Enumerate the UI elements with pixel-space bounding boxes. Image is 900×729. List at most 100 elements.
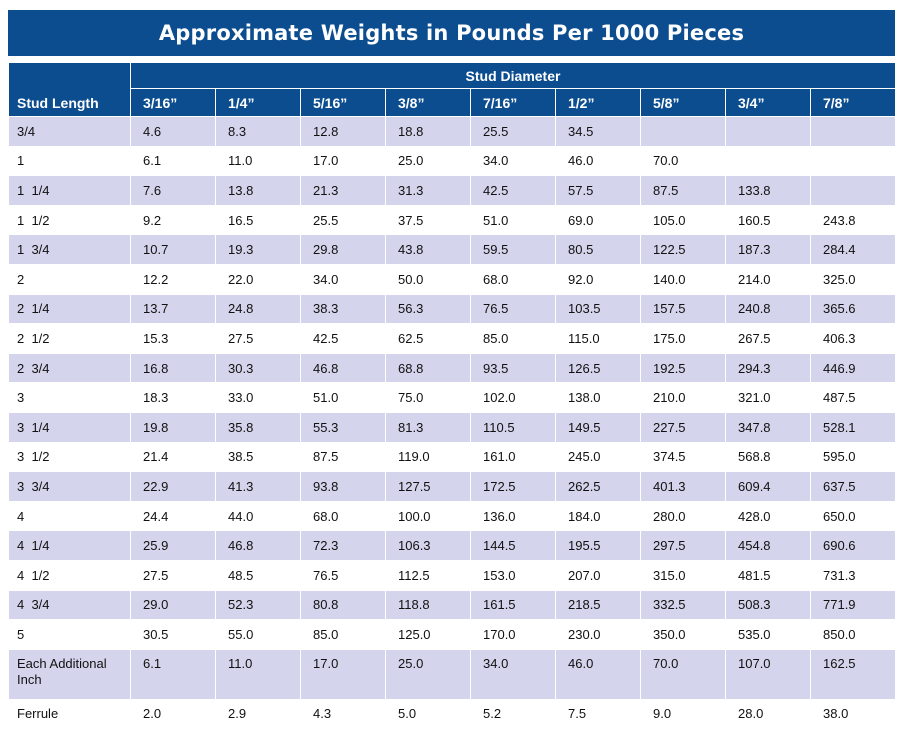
weight-cell: 68.0 <box>470 263 556 295</box>
weight-cell: 25.0 <box>385 648 471 700</box>
weight-cell: 21.3 <box>300 175 386 206</box>
weight-cell: 11.0 <box>215 648 301 700</box>
weight-cell: 72.3 <box>300 530 386 561</box>
stud-length-cell: 1 <box>8 145 131 177</box>
weight-cell: 16.8 <box>130 352 216 384</box>
weight-cell: 161.5 <box>470 589 556 621</box>
weight-cell: 162.5 <box>809 648 897 700</box>
weight-cell: 85.0 <box>470 323 556 354</box>
weight-cell: 4.3 <box>300 698 386 729</box>
stud-length-cell: 3/4 <box>8 116 131 147</box>
table-row: 2 1/2 15.3 27.5 42.5 62.5 85.0 115.0 175.0 267.5… <box>8 323 897 354</box>
table-row: 3/4 4.6 8.3 12.8 18.8 25.5 34.5 <box>8 116 897 147</box>
weight-cell: 103.5 <box>555 293 641 325</box>
weight-cell: 24.4 <box>130 500 216 532</box>
weight-cell: 37.5 <box>385 204 471 236</box>
weight-cell: 29.0 <box>130 589 216 621</box>
weight-cell: 21.4 <box>130 441 216 473</box>
weight-cell: 92.0 <box>555 263 641 295</box>
weight-cell: 210.0 <box>640 382 726 413</box>
weight-cell: 44.0 <box>215 500 301 532</box>
weight-cell: 42.5 <box>300 323 386 354</box>
weight-cell: 22.0 <box>215 263 301 295</box>
weight-cell: 55.3 <box>300 411 386 443</box>
weight-cell: 195.5 <box>555 530 641 561</box>
weight-cell: 25.9 <box>130 530 216 561</box>
weight-cell: 70.0 <box>640 145 726 177</box>
table-row: 4 1/2 27.5 48.5 76.5 112.5 153.0 207.0 315.0 481… <box>8 559 897 591</box>
weight-cell: 535.0 <box>725 619 811 650</box>
table-row: 1 1/2 9.2 16.5 25.5 37.5 51.0 69.0 105.0 160.5 24… <box>8 204 897 236</box>
weight-cell: 29.8 <box>300 234 386 265</box>
stud-length-cell: 1 1/4 <box>8 175 131 206</box>
weight-cell: 34.0 <box>470 145 556 177</box>
weight-cell: 2.9 <box>215 698 301 729</box>
weight-cell: 93.5 <box>470 352 556 384</box>
weight-cell: 650.0 <box>809 500 897 532</box>
weight-cell: 11.0 <box>215 145 301 177</box>
weight-cell: 568.8 <box>725 441 811 473</box>
stud-length-cell: 2 1/2 <box>8 323 131 354</box>
weight-cell: 214.0 <box>725 263 811 295</box>
table-body: 3/4 4.6 8.3 12.8 18.8 25.5 34.5 1 6.1 11.0 17.0 25.… <box>8 116 897 729</box>
weight-cell: 93.8 <box>300 471 386 502</box>
weight-cell: 70.0 <box>640 648 726 700</box>
weight-cell: 347.8 <box>725 411 811 443</box>
weight-cell: 350.0 <box>640 619 726 650</box>
weight-cell: 245.0 <box>555 441 641 473</box>
stud-length-cell: 3 <box>8 382 131 413</box>
weight-cell <box>640 116 726 147</box>
weight-cell: 240.8 <box>725 293 811 325</box>
stud-length-cell: 2 1/4 <box>8 293 131 325</box>
weight-cell: 115.0 <box>555 323 641 354</box>
diameter-header: 1/4” <box>215 88 301 117</box>
weight-cell <box>809 116 897 147</box>
stud-length-cell: 2 <box>8 263 131 295</box>
weight-cell <box>809 175 897 206</box>
weight-cell: 262.5 <box>555 471 641 502</box>
weight-cell: 25.0 <box>385 145 471 177</box>
weight-cell: 297.5 <box>640 530 726 561</box>
weight-cell: 38.5 <box>215 441 301 473</box>
table-row: 4 3/4 29.0 52.3 80.8 118.8 161.5 218.5 332.5 508… <box>8 589 897 621</box>
weight-cell <box>725 145 811 177</box>
weight-cell: 138.0 <box>555 382 641 413</box>
table-row: Ferrule 2.0 2.9 4.3 5.0 5.2 7.5 9.0 28.0 38.0 <box>8 698 897 729</box>
weight-cell: 119.0 <box>385 441 471 473</box>
diameter-header: 1/2” <box>555 88 641 117</box>
weight-cell: 51.0 <box>300 382 386 413</box>
weight-cell: 7.5 <box>555 698 641 729</box>
weight-cell: 149.5 <box>555 411 641 443</box>
weight-cell: 609.4 <box>725 471 811 502</box>
weight-cell: 34.0 <box>470 648 556 700</box>
weight-cell: 637.5 <box>809 471 897 502</box>
weight-cell: 153.0 <box>470 559 556 591</box>
weight-cell: 175.0 <box>640 323 726 354</box>
weight-cell: 771.9 <box>809 589 897 621</box>
weight-cell: 76.5 <box>300 559 386 591</box>
weight-cell: 87.5 <box>300 441 386 473</box>
diameter-header: 3/8” <box>385 88 471 117</box>
weight-cell: 43.8 <box>385 234 471 265</box>
weight-cell: 192.5 <box>640 352 726 384</box>
weight-cell: 24.8 <box>215 293 301 325</box>
weight-cell: 481.5 <box>725 559 811 591</box>
table-row: 2 3/4 16.8 30.3 46.8 68.8 93.5 126.5 192.5 294.3… <box>8 352 897 384</box>
table-row: 2 1/4 13.7 24.8 38.3 56.3 76.5 103.5 157.5 240.8… <box>8 293 897 325</box>
weight-cell: 12.8 <box>300 116 386 147</box>
weight-cell: 428.0 <box>725 500 811 532</box>
weight-cell: 187.3 <box>725 234 811 265</box>
weight-cell: 62.5 <box>385 323 471 354</box>
weight-cell: 487.5 <box>809 382 897 413</box>
weight-cell: 25.5 <box>300 204 386 236</box>
weight-cell: 33.0 <box>215 382 301 413</box>
weight-cell: 140.0 <box>640 263 726 295</box>
weight-cell: 125.0 <box>385 619 471 650</box>
table-row: 1 3/4 10.7 19.3 29.8 43.8 59.5 80.5 122.5 187.3 2… <box>8 234 897 265</box>
table-row: 3 3/4 22.9 41.3 93.8 127.5 172.5 262.5 401.3 609… <box>8 471 897 502</box>
weight-cell <box>809 145 897 177</box>
weight-cell: 365.6 <box>809 293 897 325</box>
weight-cell: 157.5 <box>640 293 726 325</box>
weight-cell: 122.5 <box>640 234 726 265</box>
stud-length-cell: 4 3/4 <box>8 589 131 621</box>
